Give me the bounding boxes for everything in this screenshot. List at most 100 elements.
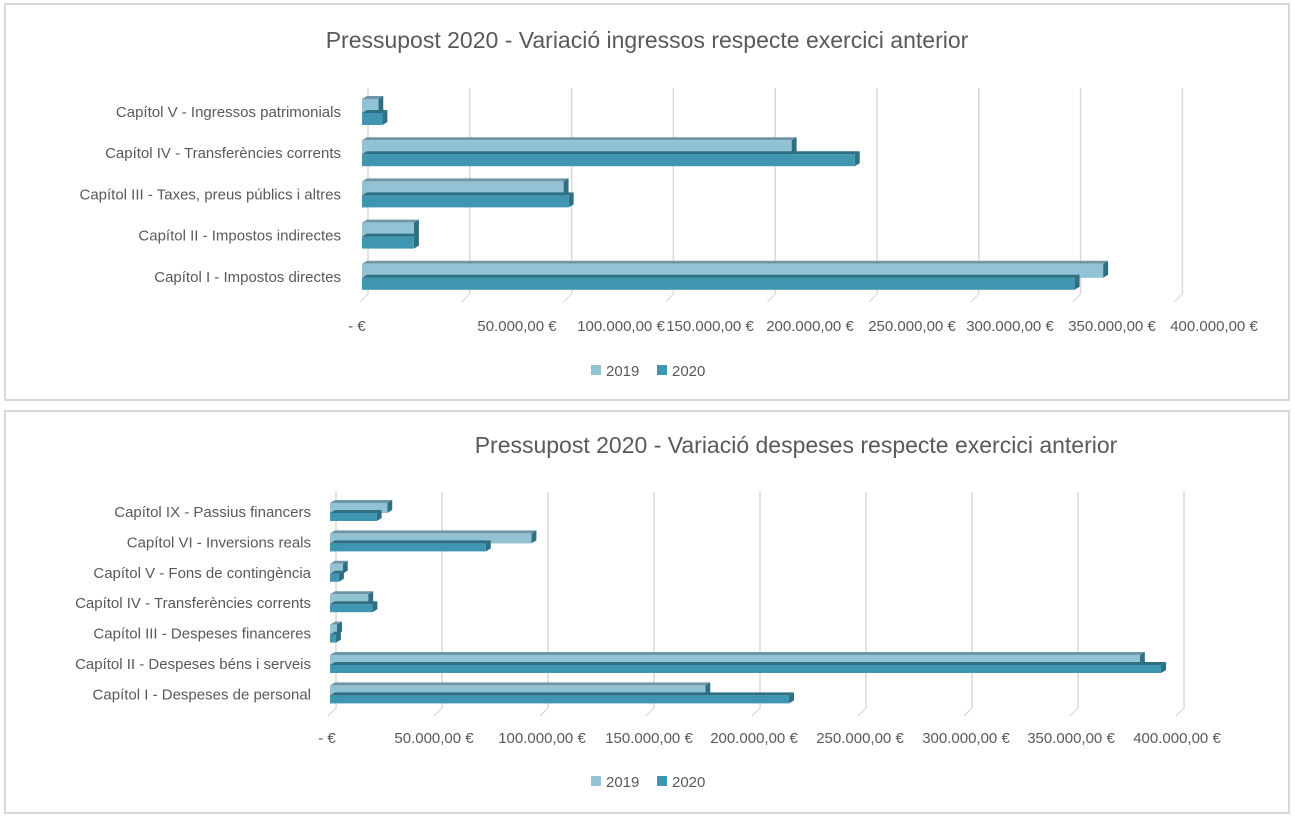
gridline-floor: [970, 293, 980, 303]
legend-label-2019: 2019: [606, 363, 639, 380]
bar-front-face: [330, 533, 532, 544]
bar-side-face: [563, 178, 569, 196]
bar-top-face: [330, 560, 348, 564]
gridline-floor: [1072, 293, 1082, 303]
bar-top-face: [362, 178, 569, 182]
bar-front-face: [362, 154, 855, 167]
category-label: Capítol IV - Transferències corrents: [75, 595, 311, 612]
gridline-floor: [963, 707, 973, 717]
bar-front-face: [362, 195, 569, 208]
x-tick-label: - €: [318, 730, 336, 747]
bar-top-face: [362, 219, 419, 223]
bar-2020: [362, 233, 419, 249]
bar-top-face: [330, 631, 341, 635]
bar-2019: [362, 178, 569, 196]
bar-side-face: [788, 692, 794, 704]
bar-side-face: [338, 570, 344, 582]
bar-top-face: [330, 591, 374, 595]
bar-2019: [362, 219, 419, 237]
bar-top-face: [362, 151, 860, 155]
category-label: Capítol III - Despeses financeres: [93, 626, 311, 643]
bar-top-face: [362, 274, 1080, 278]
bar-side-face: [382, 110, 388, 125]
gridline-floor: [1175, 707, 1185, 717]
gridline-floor: [359, 293, 369, 303]
category-label: Capítol II - Despeses béns i serveis: [75, 656, 311, 673]
bar-top-face: [330, 652, 1145, 655]
bar-top-face: [362, 137, 797, 141]
bar-front-face: [362, 263, 1104, 278]
expense-legend: 2019 2020: [591, 774, 705, 791]
x-tick-label: 150.000,00 €: [666, 318, 754, 335]
legend-swatch-2019: [591, 365, 601, 375]
bar-2019: [330, 591, 374, 605]
bar-side-face: [335, 631, 341, 643]
bar-side-face: [1103, 260, 1109, 278]
x-tick-label: 250.000,00 €: [868, 318, 956, 335]
bar-top-face: [330, 662, 1167, 665]
bar-front-face: [330, 624, 337, 635]
x-tick-label: 350.000,00 €: [1068, 318, 1156, 335]
bar-side-face: [376, 510, 382, 521]
bar-front-face: [330, 543, 486, 552]
x-tick-label: 100.000,00 €: [577, 318, 665, 335]
bar-top-face: [330, 500, 393, 503]
bar-2020: [330, 662, 1167, 673]
legend-label-2020: 2020: [672, 774, 705, 791]
bar-side-face: [1074, 274, 1080, 290]
bar-top-face: [330, 540, 491, 544]
bar-top-face: [362, 260, 1109, 264]
bar-front-face: [362, 236, 414, 249]
bar-top-face: [330, 682, 711, 686]
bar-top-face: [362, 233, 419, 237]
bar-side-face: [854, 151, 860, 167]
bar-front-face: [330, 563, 343, 574]
bar-side-face: [342, 560, 348, 574]
legend-label-2019: 2019: [606, 774, 639, 791]
bar-side-face: [336, 621, 342, 635]
bar-2019: [330, 500, 393, 513]
bar-front-face: [362, 113, 383, 125]
gridline-floor: [645, 707, 655, 717]
bar-2020: [362, 110, 388, 125]
gridline-floor: [868, 293, 878, 303]
category-label: Capítol VI - Inversions reals: [127, 534, 311, 551]
bar-front-face: [362, 277, 1075, 290]
bar-side-face: [378, 96, 384, 113]
bar-front-face: [330, 573, 339, 582]
bar-2019: [330, 682, 711, 696]
expense-bars: [330, 500, 1167, 704]
legend-swatch-2020: [657, 365, 667, 375]
bar-top-face: [362, 110, 388, 113]
gridline-floor: [751, 707, 761, 717]
bar-2019: [362, 96, 384, 113]
gridline-floor: [539, 707, 549, 717]
income-chart: Pressupost 2020 - Variació ingressos res…: [79, 27, 1258, 380]
bar-front-face: [330, 695, 789, 704]
bar-2020: [362, 192, 574, 208]
x-tick-label: 300.000,00 €: [966, 318, 1054, 335]
bar-top-face: [330, 692, 794, 696]
x-tick-label: 400.000,00 €: [1170, 318, 1258, 335]
x-tick-label: 50.000,00 €: [477, 318, 557, 335]
category-label: Capítol I - Impostos directes: [154, 269, 341, 286]
bar-2019: [330, 621, 342, 635]
income-legend: 2019 2020: [591, 363, 705, 380]
bar-2020: [330, 540, 491, 552]
bar-2019: [362, 137, 797, 155]
bar-2019: [330, 560, 348, 574]
bar-front-face: [362, 181, 564, 196]
expense-chart-frame: [4, 410, 1290, 814]
x-tick-label: 350.000,00 €: [1027, 730, 1115, 747]
expense-chart: Pressupost 2020 - Variació despeses resp…: [75, 432, 1221, 791]
x-tick-label: 400.000,00 €: [1133, 730, 1221, 747]
bar-side-face: [791, 137, 797, 155]
bar-front-face: [362, 99, 379, 113]
bar-2020: [330, 631, 341, 643]
bar-side-face: [485, 540, 491, 552]
bar-side-face: [1161, 662, 1167, 673]
expense-chart-title: Pressupost 2020 - Variació despeses resp…: [475, 432, 1118, 458]
bar-2019: [330, 530, 537, 544]
bar-2020: [362, 274, 1080, 290]
